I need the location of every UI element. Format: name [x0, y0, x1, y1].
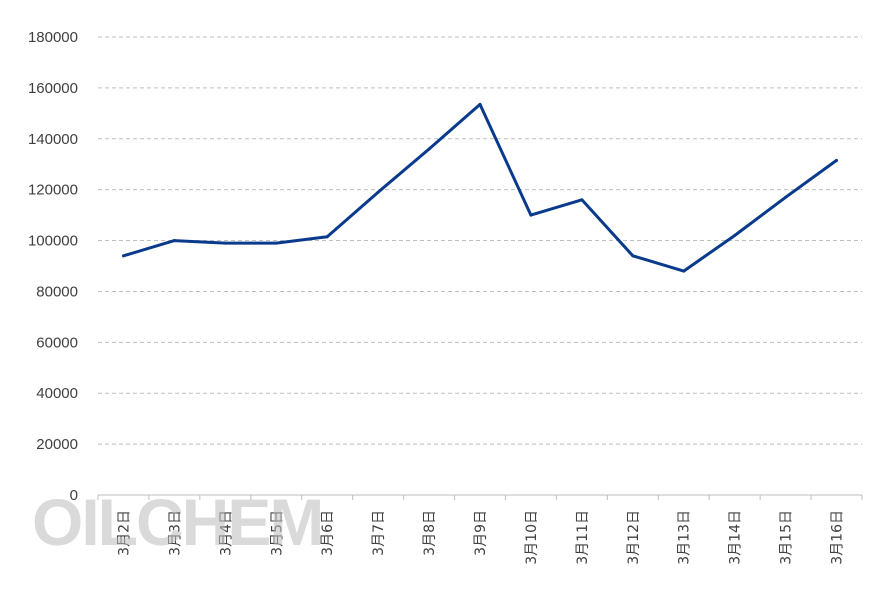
y-tick-label: 40000 [36, 385, 78, 402]
x-tick-label: 3月11日 [575, 510, 591, 565]
x-tick-label: 3月15日 [779, 510, 795, 565]
data-point [172, 239, 176, 243]
x-tick-label: 3月12日 [626, 510, 642, 565]
y-tick-label: 60000 [36, 334, 78, 351]
series-lines [121, 102, 839, 273]
y-axis-ticks: 0 20000 40000 60000 80000 100000 120000 140000 1… [28, 29, 78, 504]
data-point [427, 147, 431, 151]
x-tick-label: 3月7日 [371, 510, 387, 556]
data-point [682, 269, 686, 273]
x-tick-label: 3月16日 [830, 510, 846, 565]
x-tick-label: 3月14日 [728, 510, 744, 565]
y-tick-label: 100000 [28, 233, 78, 250]
data-point [835, 158, 839, 162]
x-tick-label: 3月9日 [473, 510, 489, 556]
y-tick-label: 180000 [28, 29, 78, 46]
data-point [274, 241, 278, 245]
data-point [631, 254, 635, 258]
data-point [223, 241, 227, 245]
data-point [580, 198, 584, 202]
gridlines [98, 36, 862, 445]
x-tick-label: 3月10日 [524, 510, 540, 565]
y-tick-label: 140000 [28, 131, 78, 148]
data-point [529, 213, 533, 217]
x-tick-label: 3月5日 [269, 510, 285, 556]
data-point [784, 195, 788, 199]
y-tick-label: 20000 [36, 436, 78, 453]
x-axis-ticks: 3月2日 3月3日 3月4日 3月5日 3月6日 3月7日 3月8日 3月9日 3月10日 3月1… [97, 495, 863, 565]
watermark-logo: OILCHEM [32, 485, 322, 559]
x-tick-label: 3月6日 [320, 510, 336, 556]
data-point [478, 102, 482, 106]
data-point [325, 235, 329, 239]
y-tick-label: 120000 [28, 182, 78, 199]
x-tick-label: 3月8日 [422, 510, 438, 556]
x-tick-label: 3月3日 [167, 510, 183, 556]
data-point [733, 233, 737, 237]
x-tick-label: 3月13日 [677, 510, 693, 565]
data-point [121, 254, 125, 258]
x-tick-label: 3月4日 [218, 510, 234, 556]
data-point [376, 190, 380, 194]
series-line [123, 102, 838, 273]
y-tick-label: 80000 [36, 283, 78, 300]
x-tick-label: 3月2日 [116, 510, 132, 556]
y-tick-label: 0 [70, 487, 78, 504]
y-tick-label: 160000 [28, 80, 78, 97]
